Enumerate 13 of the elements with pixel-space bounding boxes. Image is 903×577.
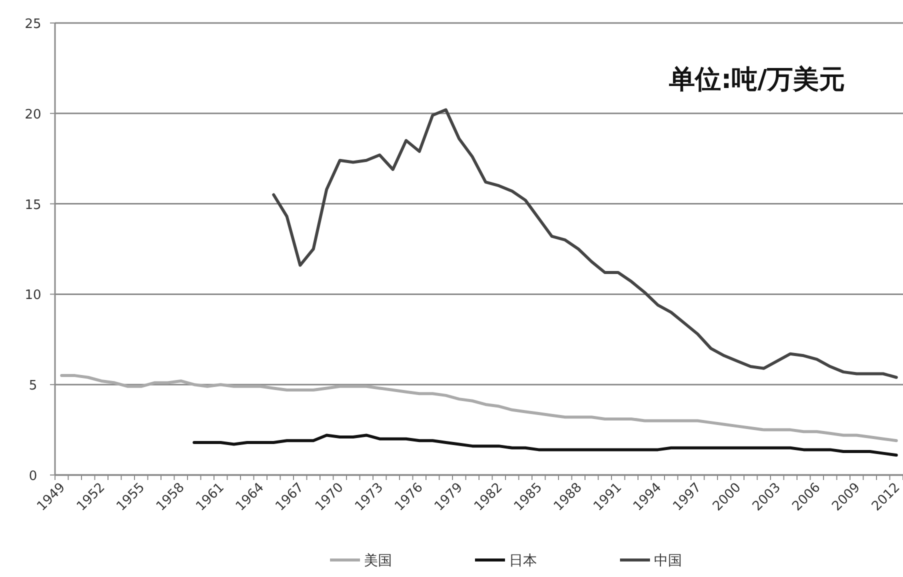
y-tick-label: 15 — [24, 198, 42, 213]
annotation: 单位:吨/万美元 — [668, 65, 845, 95]
y-tick-label: 10 — [24, 288, 42, 304]
y-tick-label: 0 — [28, 469, 38, 484]
line-series — [272, 108, 898, 379]
y-tick-label: 25 — [24, 17, 42, 32]
line-series — [60, 374, 898, 442]
legend-label: 美国 — [364, 553, 392, 569]
y-tick-label: 5 — [28, 378, 38, 394]
legend-label: 日本 — [509, 553, 537, 569]
line-series — [192, 434, 898, 457]
y-tick-label: 20 — [24, 107, 42, 122]
legend-label: 中国 — [654, 553, 682, 569]
